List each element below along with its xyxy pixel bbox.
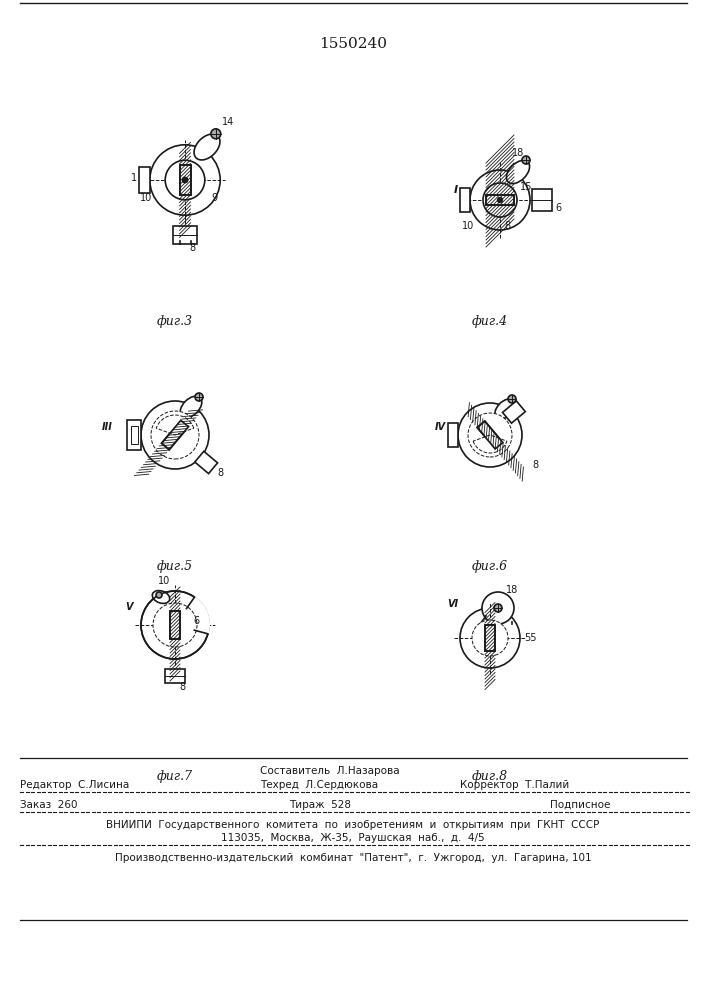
- Text: 113035,  Москва,  Ж-35,  Раушская  наб.,  д.  4/5: 113035, Москва, Ж-35, Раушская наб., д. …: [221, 833, 485, 843]
- Circle shape: [483, 183, 517, 217]
- Circle shape: [468, 413, 512, 457]
- Bar: [485, 625, 495, 651]
- Circle shape: [165, 160, 205, 200]
- Text: фиг.4: фиг.4: [472, 315, 508, 328]
- Text: 8: 8: [189, 243, 196, 253]
- Text: Техред  Л.Сердюкова: Техред Л.Сердюкова: [260, 780, 378, 790]
- Text: 10: 10: [140, 193, 152, 203]
- Bar: [448, 423, 458, 447]
- Circle shape: [494, 604, 502, 612]
- Wedge shape: [175, 596, 210, 634]
- Text: 8: 8: [504, 221, 510, 231]
- Bar: [477, 421, 503, 449]
- Text: 1: 1: [131, 173, 136, 183]
- Text: фиг.6: фиг.6: [472, 560, 508, 573]
- Text: V: V: [126, 602, 133, 612]
- Bar: [532, 189, 552, 211]
- Bar: [170, 611, 180, 639]
- Bar: [161, 420, 189, 450]
- Bar: [460, 188, 470, 212]
- Text: VI: VI: [447, 599, 458, 609]
- Text: 18: 18: [506, 585, 518, 595]
- Bar: [180, 165, 190, 195]
- Ellipse shape: [194, 134, 220, 160]
- Bar: [486, 195, 514, 205]
- Text: Редактор  С.Лисина: Редактор С.Лисина: [20, 780, 129, 790]
- Bar: [195, 451, 218, 474]
- Ellipse shape: [495, 399, 515, 419]
- Text: 6: 6: [193, 616, 199, 626]
- Wedge shape: [473, 435, 507, 453]
- Ellipse shape: [506, 160, 530, 184]
- Text: ВНИИПИ  Государственного  комитета  по  изобретениям  и  открытиям  при  ГКНТ  С: ВНИИПИ Государственного комитета по изоб…: [106, 820, 600, 830]
- Text: Производственно-издательский  комбинат  "Патент",  г.  Ужгород,  ул.  Гагарина, : Производственно-издательский комбинат "П…: [115, 853, 591, 863]
- Circle shape: [460, 608, 520, 668]
- Text: фиг.8: фиг.8: [472, 770, 508, 783]
- Bar: [170, 611, 180, 639]
- Bar: [165, 669, 185, 683]
- Bar: [127, 420, 141, 450]
- Circle shape: [482, 592, 514, 624]
- Text: 55: 55: [524, 633, 537, 643]
- Circle shape: [141, 591, 209, 659]
- Bar: [161, 420, 189, 450]
- Circle shape: [470, 170, 530, 230]
- Bar: [180, 165, 190, 195]
- Text: Корректор  Т.Палий: Корректор Т.Палий: [460, 780, 569, 790]
- Circle shape: [141, 401, 209, 469]
- Text: Подписное: Подписное: [550, 800, 610, 810]
- Text: 1550240: 1550240: [319, 37, 387, 51]
- Circle shape: [472, 620, 508, 656]
- Bar: [485, 625, 495, 651]
- Bar: [503, 401, 525, 423]
- Text: 6: 6: [555, 203, 561, 213]
- Text: фиг.3: фиг.3: [157, 315, 193, 328]
- Text: I: I: [454, 185, 458, 195]
- Text: Составитель  Л.Назарова: Составитель Л.Назарова: [260, 766, 399, 776]
- Bar: [486, 195, 514, 205]
- Bar: [477, 421, 503, 449]
- Bar: [131, 426, 137, 444]
- Text: IV: IV: [435, 422, 446, 432]
- Circle shape: [195, 393, 203, 401]
- Wedge shape: [156, 415, 194, 435]
- Circle shape: [153, 603, 197, 647]
- Text: 10: 10: [462, 221, 474, 231]
- Text: III: III: [102, 422, 113, 432]
- Text: фиг.5: фиг.5: [157, 560, 193, 573]
- Text: Заказ  260: Заказ 260: [20, 800, 78, 810]
- Text: фиг.7: фиг.7: [157, 770, 193, 783]
- Text: 8: 8: [217, 468, 223, 478]
- Circle shape: [182, 177, 188, 183]
- Ellipse shape: [180, 396, 201, 418]
- Bar: [139, 167, 150, 193]
- Circle shape: [151, 411, 199, 459]
- Circle shape: [458, 403, 522, 467]
- Text: 8: 8: [179, 682, 185, 692]
- Circle shape: [150, 145, 220, 215]
- Text: 8: 8: [532, 460, 538, 470]
- Circle shape: [211, 129, 221, 139]
- Text: 9: 9: [211, 193, 218, 203]
- Ellipse shape: [152, 591, 170, 603]
- Text: Тираж  528: Тираж 528: [289, 800, 351, 810]
- Circle shape: [156, 592, 162, 598]
- Circle shape: [522, 156, 530, 164]
- Text: 18: 18: [512, 148, 525, 158]
- Text: 14: 14: [223, 117, 235, 127]
- Circle shape: [498, 198, 503, 202]
- Text: 15: 15: [520, 182, 532, 192]
- Circle shape: [508, 395, 516, 403]
- Bar: [173, 226, 197, 244]
- Text: 10: 10: [158, 576, 170, 586]
